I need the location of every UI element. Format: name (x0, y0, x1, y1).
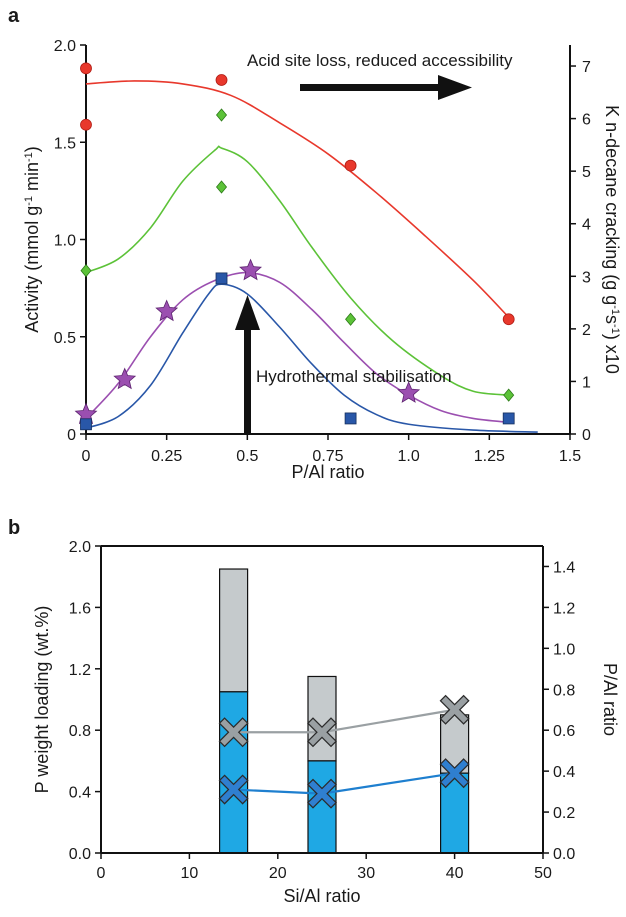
panel-a-horizontal-arrow-head (438, 75, 472, 100)
panel-b-xtick-label: 50 (534, 865, 552, 882)
panel-b-ytick-left-label: 2.0 (69, 539, 91, 556)
panel-a-xtick-label: 1.0 (398, 448, 420, 465)
panel-b-xtick-label: 30 (357, 865, 375, 882)
panel-b-ytick-right-label: 1.0 (553, 641, 575, 658)
panel-b-ytick-right-label: 0.4 (553, 764, 575, 781)
panel-b-ytick-right-label: 1.2 (553, 600, 575, 617)
panel-a-ytick-right-label: 0 (582, 427, 591, 444)
panel-b: b0 10 20 30 40 500.00.40.81.21.62.00.00.20.40… (8, 517, 620, 906)
panel-b-ytick-right-label: 1.4 (553, 559, 575, 576)
panel-a-point-square (80, 418, 92, 431)
panel-a-point-square (502, 412, 515, 425)
panel-a-ytick-right-label: 1 (582, 374, 591, 391)
panel-a: a0 0.25 0.5 0.75 1.0 1.25 1.500.51.01.52.00123… (8, 5, 622, 482)
panel-b-xtick-label: 0 (97, 865, 106, 882)
panel-a-point-diamond (80, 263, 92, 278)
panel-a-point-star (155, 299, 179, 322)
panel-b-marker-x (308, 780, 336, 807)
panel-b-ytick-left-label: 0.0 (69, 846, 91, 863)
panel-a-fit-curve (85, 271, 509, 424)
panel-a-point-circle (80, 118, 92, 131)
panel-a-xtick-label: 0 (82, 448, 91, 465)
panel-b-ytick-left-label: 1.6 (69, 600, 91, 617)
panel-a-point-square (215, 272, 228, 285)
panel-b-line (233, 772, 455, 795)
panel-b-marker-x (308, 719, 336, 746)
panel-a-ytick-right-label: 2 (582, 322, 591, 339)
panel-b-marker-x (441, 759, 468, 787)
panel-b-marker-x (441, 696, 468, 723)
panel-a-letter: a (8, 5, 20, 27)
panel-a-xtick-label: 0.75 (312, 448, 343, 465)
panel-a-xtick-label: 0.5 (236, 448, 258, 465)
panel-a-ytick-left-label: 2.0 (54, 38, 76, 55)
panel-a-point-star (113, 367, 137, 390)
panel-b-letter: b (8, 517, 20, 539)
panel-a-xtick-label: 1.5 (559, 448, 581, 465)
panel-b-bar-upper (219, 568, 249, 693)
panel-a-annotation-hydrothermal: Hydrothermal stabilisation (256, 367, 452, 386)
panel-b-marker-x (220, 776, 247, 803)
panel-b-xlabel: Si/Al ratio (283, 886, 360, 906)
panel-a-point-circle (344, 159, 357, 172)
panel-b-ylabel-left: P weight loading (wt.%) (32, 606, 52, 794)
panel-a-ytick-right-label: 5 (582, 164, 591, 181)
panel-a-point-circle (80, 62, 92, 75)
panel-a-point-star (239, 258, 262, 281)
panel-a-ytick-right-label: 7 (582, 59, 591, 76)
panel-a-annotation-acid-site: Acid site loss, reduced accessibility (247, 51, 513, 70)
panel-b-marker-x (220, 719, 247, 746)
panel-a-xlabel: P/Al ratio (291, 462, 364, 482)
panel-a-fit-curve (85, 80, 510, 318)
panel-a-vertical-arrow-head (235, 295, 260, 330)
panel-b-line (233, 708, 455, 734)
panel-a-point-diamond (503, 388, 515, 402)
panel-a-point-square (344, 412, 357, 425)
panel-a-point-diamond (215, 108, 228, 122)
panel-b-xtick-label: 20 (269, 865, 287, 882)
panel-a-vertical-arrow-shaft (244, 328, 251, 434)
panel-a-ytick-left-label: 1.5 (54, 135, 76, 152)
panel-a-ytick-right-label: 4 (582, 217, 591, 234)
panel-a-point-star (397, 381, 421, 403)
panel-b-ytick-left-label: 0.8 (69, 723, 91, 740)
panel-b-ytick-right-label: 0.2 (553, 805, 575, 822)
panel-a-horizontal-arrow-shaft (300, 84, 440, 91)
panel-a-fit-curve (85, 145, 509, 396)
panel-a-point-diamond (345, 312, 357, 326)
panel-a-ytick-left-label: 1.0 (54, 233, 76, 250)
panel-a-fit-curve (85, 283, 538, 433)
panel-b-ytick-right-label: 0.6 (553, 723, 575, 740)
panel-a-point-circle (502, 313, 515, 326)
panel-b-xtick-label: 40 (446, 865, 464, 882)
panel-b-ytick-right-label: 0.0 (553, 846, 575, 863)
panel-a-point-diamond (215, 180, 228, 194)
panel-b-ytick-left-label: 0.4 (69, 785, 91, 802)
panel-a-ytick-left-label: 0.5 (54, 330, 76, 347)
panel-b-ytick-right-label: 0.8 (553, 682, 575, 699)
panel-a-ytick-right-label: 6 (582, 112, 591, 129)
panel-a-ytick-right-label: 3 (582, 269, 591, 286)
panel-a-ylabel-left: Activity (mmol g-1 min-1) (22, 146, 42, 333)
panel-b-ylabel-right: P/Al ratio (600, 663, 620, 736)
panel-a-ylabel-right: K n-decane cracking (g g-1s-1) x10 (602, 105, 622, 374)
panel-a-xtick-label: 1.25 (474, 448, 505, 465)
panel-a-xtick-label: 0.25 (151, 448, 182, 465)
panel-a-ytick-left-label: 0 (67, 427, 76, 444)
panel-b-bar-lower (219, 691, 249, 854)
panel-a-point-circle (215, 74, 228, 86)
panel-b-ytick-left-label: 1.2 (69, 662, 91, 679)
panel-b-xtick-label: 10 (181, 865, 199, 882)
